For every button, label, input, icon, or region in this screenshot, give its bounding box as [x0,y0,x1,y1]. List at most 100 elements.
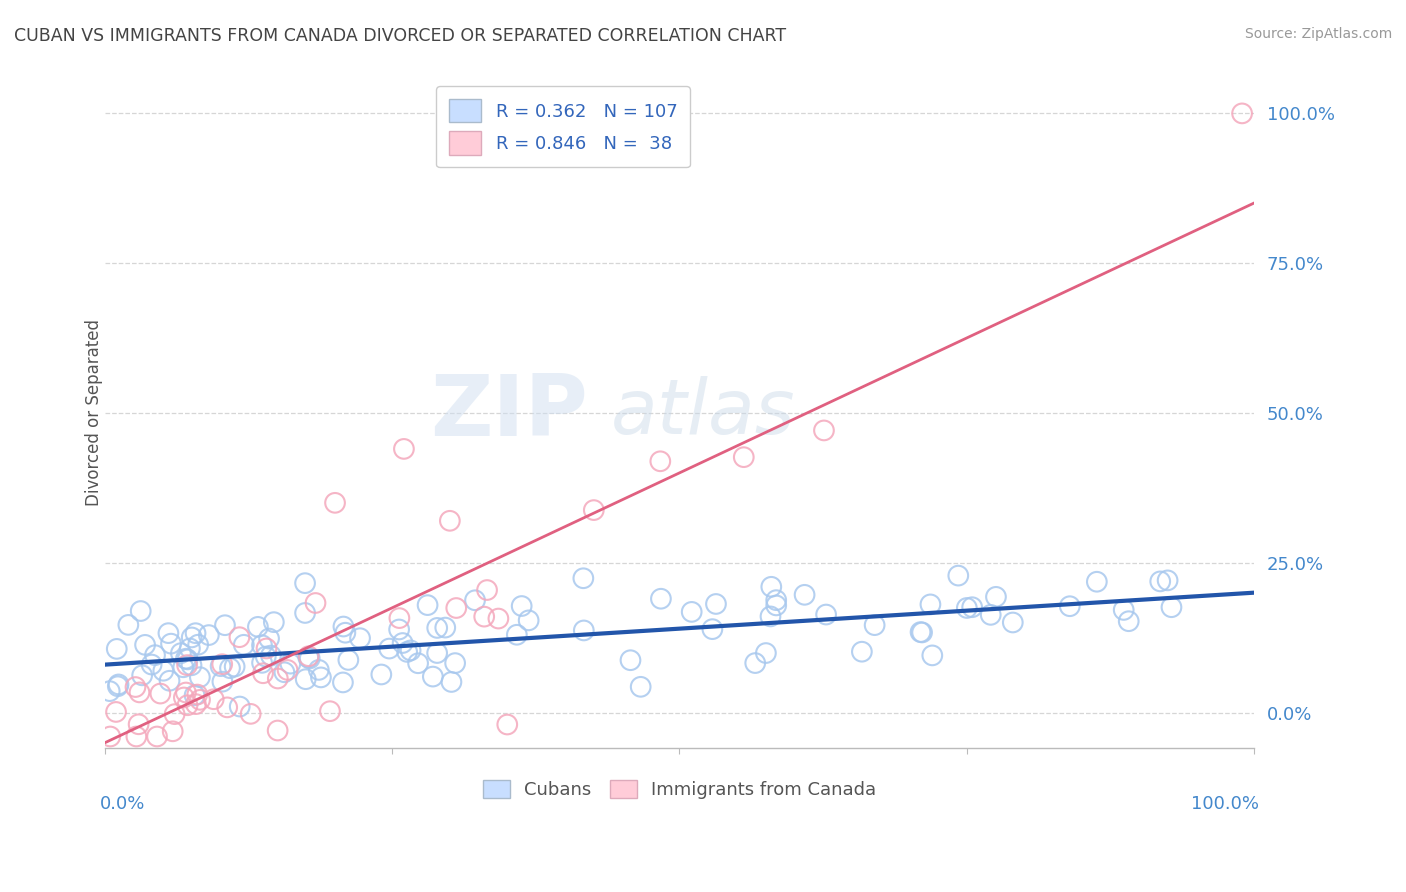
Point [396,645,419,659]
Point [765,599,787,613]
Point [128,717,150,731]
Point [157,626,180,640]
Point [277,663,299,677]
Point [239,706,262,721]
Point [143,648,166,662]
Legend: Cubans, Immigrants from Canada: Cubans, Immigrants from Canada [475,772,883,806]
Point [159,673,181,688]
Point [163,707,186,722]
Point [984,590,1007,604]
Point [426,646,449,660]
Point [211,674,233,689]
Point [910,625,932,640]
Point [370,667,392,681]
Text: Source: ZipAtlas.com: Source: ZipAtlas.com [1244,27,1392,41]
Point [183,689,205,703]
Point [297,649,319,664]
Point [911,625,934,640]
Point [162,724,184,739]
Point [179,641,201,656]
Point [733,450,755,465]
Point [309,670,332,684]
Point [815,607,838,622]
Point [214,618,236,632]
Point [105,641,128,656]
Point [134,638,156,652]
Point [294,576,316,591]
Point [681,605,703,619]
Point [702,622,724,636]
Point [319,704,342,718]
Point [422,670,444,684]
Point [572,624,595,638]
Point [960,600,983,615]
Point [98,730,121,744]
Point [232,638,254,652]
Point [510,599,533,613]
Point [472,609,495,624]
Point [440,675,463,690]
Point [630,680,652,694]
Point [298,651,321,665]
Point [392,442,415,456]
Point [228,630,250,644]
Point [256,641,278,656]
Point [246,620,269,634]
Point [980,607,1002,622]
Point [294,672,316,686]
Point [219,661,242,675]
Point [146,730,169,744]
Point [332,675,354,690]
Point [188,670,211,684]
Point [117,618,139,632]
Point [744,656,766,670]
Point [439,514,461,528]
Point [184,626,207,640]
Point [1118,614,1140,628]
Point [254,649,277,664]
Point [174,651,197,665]
Point [464,593,486,607]
Point [260,648,283,663]
Point [173,690,195,705]
Point [129,604,152,618]
Text: 100.0%: 100.0% [1191,796,1260,814]
Point [217,700,239,714]
Point [517,613,540,627]
Point [1156,574,1178,588]
Point [1001,615,1024,630]
Point [761,580,783,594]
Point [948,568,970,582]
Point [650,591,672,606]
Point [149,687,172,701]
Point [755,646,778,660]
Point [1230,106,1253,120]
Point [141,657,163,672]
Point [323,496,346,510]
Point [266,723,288,738]
Point [391,636,413,650]
Point [388,623,411,637]
Point [174,685,197,699]
Point [416,598,439,612]
Point [188,693,211,707]
Point [704,597,727,611]
Point [180,658,202,673]
Point [198,628,221,642]
Point [252,666,274,681]
Text: CUBAN VS IMMIGRANTS FROM CANADA DIVORCED OR SEPARATED CORRELATION CHART: CUBAN VS IMMIGRANTS FROM CANADA DIVORCED… [14,27,786,45]
Point [211,657,233,672]
Point [444,656,467,670]
Point [304,596,326,610]
Point [186,688,208,702]
Point [921,648,943,663]
Point [619,653,641,667]
Point [280,657,302,671]
Point [176,698,198,713]
Point [229,699,252,714]
Point [446,601,468,615]
Point [378,641,401,656]
Point [176,652,198,666]
Point [160,637,183,651]
Point [257,632,280,646]
